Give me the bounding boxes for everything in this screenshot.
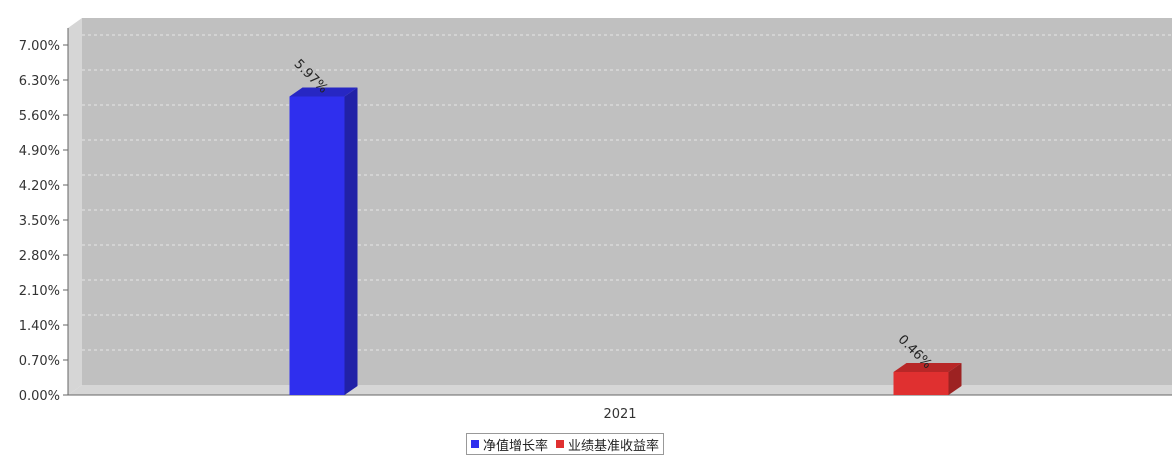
y-tick-label: 0.00% <box>19 389 60 404</box>
y-tick-label: 2.80% <box>19 249 60 264</box>
legend-swatch-benchmark <box>556 440 565 448</box>
legend-label-net-value: 净值增长率 <box>483 438 549 454</box>
bar-side <box>344 87 358 395</box>
legend-item-net-value: 净值增长率 <box>471 435 548 454</box>
bar-net-value-growth: 5.97% <box>289 57 358 395</box>
plot-area <box>82 18 1172 385</box>
y-tick-label: 2.10% <box>19 284 60 299</box>
x-tick-label: 2021 <box>603 407 636 422</box>
y-tick-label: 4.20% <box>19 179 60 194</box>
bar-top <box>289 87 358 97</box>
bar-front <box>289 96 345 395</box>
bar-top <box>893 363 962 372</box>
bars: 5.97%0.46% <box>289 57 962 395</box>
y-tick-label: 5.60% <box>19 109 60 124</box>
y-tick-label: 1.40% <box>19 319 60 334</box>
y-tick-label: 6.30% <box>19 74 60 89</box>
y-axis-ticks: 0.00% 0.70% 1.40% 2.10% 2.80% 3.50% 4.20% 4.90%… <box>19 39 68 404</box>
bar-front <box>893 372 949 395</box>
bar-side <box>948 363 962 395</box>
y-tick-label: 3.50% <box>19 214 60 229</box>
legend: 净值增长率 业绩基准收益率 <box>466 433 665 455</box>
y-tick-label: 7.00% <box>19 39 60 54</box>
y-tick-label: 4.90% <box>19 144 60 159</box>
grid-lines <box>82 34 1172 351</box>
legend-label-benchmark: 业绩基准收益率 <box>568 438 660 454</box>
plot-wall-left <box>68 18 82 395</box>
legend-swatch-net-value <box>471 440 479 448</box>
plot-floor <box>68 385 1172 395</box>
y-tick-label: 0.70% <box>19 354 60 369</box>
legend-item-benchmark: 业绩基准收益率 <box>556 435 659 454</box>
